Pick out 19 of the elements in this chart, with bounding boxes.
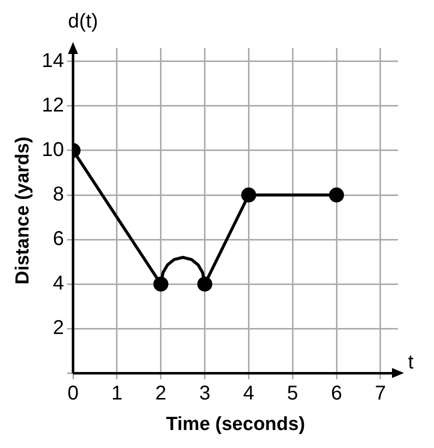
y-tick-label: 4 [52,272,64,295]
y-axis-title: Distance (yards) [12,136,34,285]
y-tick-label: 14 [42,50,64,72]
x-tick-label: 0 [67,382,79,405]
x-tick-label: 6 [330,382,342,405]
text: t [408,352,414,374]
text: d(t) [68,10,98,33]
x-tick-label: 7 [374,382,386,405]
x-tick-label: 4 [243,382,254,405]
x-tick-label: 1 [111,382,123,405]
y-tick-label: 8 [52,184,64,206]
y-tick-label: 12 [42,94,64,116]
x-tick-label: 2 [155,382,166,405]
x-axis-title: Time (seconds) [166,414,306,435]
y-tick-label: 2 [52,317,64,340]
y-tick-label: 6 [52,228,64,250]
x-tick-label: 5 [287,382,298,405]
y-tick-label: 10 [42,138,64,161]
x-tick-label: 3 [199,382,210,405]
